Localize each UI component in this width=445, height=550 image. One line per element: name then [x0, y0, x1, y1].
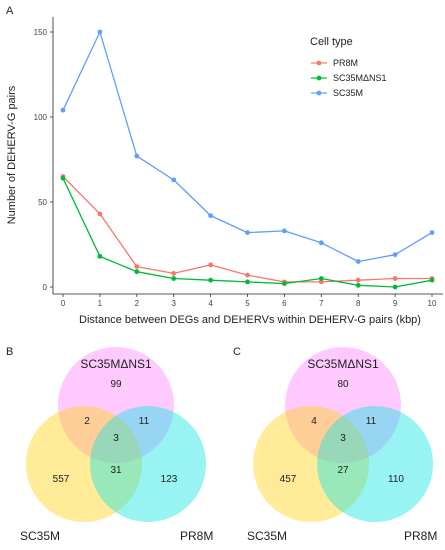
- series-line-pr8m: [62, 176, 432, 283]
- x-axis-title: Distance between DEGs and DEHERVs within…: [79, 314, 421, 326]
- panel-letter-a: A: [6, 5, 14, 17]
- x-tick-label: 2: [135, 299, 140, 308]
- venn-b-label-top: SC35MΔNS1: [80, 357, 152, 371]
- data-point-sc35mns1: [134, 269, 140, 275]
- series-pr8m: [60, 174, 435, 285]
- venn-b-top-left: 2: [84, 416, 90, 427]
- y-tick-label: 150: [34, 28, 48, 37]
- venn-c-top-left: 4: [311, 416, 317, 427]
- data-point-sc35mns1: [208, 277, 214, 283]
- data-point-sc35m: [429, 230, 435, 236]
- legend-item-pr8m: PR8M: [311, 58, 358, 68]
- venn-diagram-b: SC35MΔNS1 SC35M PR8M 99 2 11 3 557 31 12…: [20, 347, 213, 543]
- legend-point-sc35mdns1: [316, 75, 322, 81]
- data-point-sc35m: [97, 29, 103, 35]
- venn-c-label-right: PR8M: [404, 529, 437, 543]
- venn-b-circle-right: [90, 406, 206, 522]
- venn-c-all: 3: [340, 433, 346, 444]
- series-line-sc35m: [62, 31, 433, 263]
- data-point-sc35m: [282, 228, 287, 234]
- x-ticks: 0 1 2 3 4 5 6 7 8 9 10: [61, 294, 437, 308]
- chart-axes: [52, 17, 443, 295]
- venn-b-only-top: 99: [110, 379, 122, 390]
- y-tick-label: 100: [34, 113, 48, 122]
- x-tick-label: 3: [171, 299, 176, 308]
- data-point-sc35m: [318, 240, 324, 246]
- data-point-sc35m: [208, 213, 214, 219]
- y-tick-label: 0: [43, 283, 48, 292]
- data-point-sc35m: [171, 177, 177, 183]
- data-point-sc35mns1: [245, 279, 250, 285]
- venn-c-top-right: 11: [366, 416, 377, 427]
- series-layer: [60, 29, 435, 290]
- venn-diagram-c: SC35MΔNS1 SC35M PR8M 80 4 11 3 457 27 11…: [247, 347, 437, 543]
- x-tick-label: 5: [245, 299, 250, 308]
- data-point-pr8m: [97, 211, 103, 217]
- legend-point-sc35m: [316, 90, 322, 96]
- venn-b-left-right: 31: [110, 465, 122, 476]
- data-point-pr8m: [134, 264, 140, 269]
- venn-c-circle-right: [317, 406, 433, 522]
- legend-point-pr8m: [316, 60, 322, 66]
- venn-b-only-left: 557: [53, 474, 70, 485]
- series-sc35m: [60, 29, 435, 264]
- x-tick-label: 10: [428, 299, 437, 308]
- venn-b-only-right: 123: [161, 474, 178, 485]
- data-point-sc35mns1: [282, 281, 287, 286]
- venn-c-only-left: 457: [280, 474, 297, 485]
- data-point-pr8m: [318, 279, 324, 285]
- x-tick-label: 9: [393, 299, 398, 308]
- venn-c-only-top: 80: [337, 379, 349, 390]
- data-point-sc35m: [355, 259, 361, 264]
- venn-b-label-left: SC35M: [20, 529, 60, 543]
- legend-label-sc35m: SC35M: [333, 88, 363, 98]
- y-ticks: 0 50 100 150: [34, 28, 53, 292]
- data-point-sc35m: [245, 230, 250, 236]
- data-point-pr8m: [208, 262, 214, 268]
- x-tick-label: 0: [61, 299, 66, 308]
- venn-b-all: 3: [113, 433, 119, 444]
- data-point-sc35mns1: [355, 282, 361, 288]
- venn-c-left-right: 27: [337, 465, 349, 476]
- y-tick-label: 50: [38, 198, 47, 207]
- venn-c-label-left: SC35M: [247, 529, 287, 543]
- y-axis-title: Number of DEHERV-G pairs: [6, 85, 18, 224]
- x-tick-label: 1: [98, 299, 103, 308]
- data-point-pr8m: [355, 277, 361, 283]
- venn-c-label-top: SC35MΔNS1: [307, 357, 379, 371]
- data-point-pr8m: [171, 271, 177, 276]
- data-point-sc35mns1: [97, 254, 103, 259]
- data-point-sc35mns1: [392, 284, 398, 290]
- data-point-pr8m: [245, 272, 250, 278]
- legend: Cell type PR8M SC35MΔNS1 SC35M: [310, 36, 387, 98]
- venn-b-label-right: PR8M: [180, 529, 213, 543]
- venn-c-only-right: 110: [388, 474, 404, 485]
- x-tick-label: 7: [319, 299, 324, 308]
- legend-item-sc35m: SC35M: [311, 88, 363, 98]
- legend-label-pr8m: PR8M: [333, 58, 358, 68]
- data-point-sc35m: [60, 107, 66, 113]
- data-point-sc35m: [392, 252, 398, 258]
- data-point-pr8m: [392, 276, 398, 281]
- series-sc35mns1: [60, 175, 435, 290]
- panel-letter-c: C: [233, 346, 241, 358]
- venn-b-top-right: 11: [139, 416, 150, 427]
- data-point-sc35m: [134, 153, 140, 159]
- x-tick-label: 4: [208, 299, 213, 308]
- legend-title: Cell type: [310, 36, 353, 48]
- data-point-sc35mns1: [60, 175, 66, 181]
- data-point-sc35mns1: [429, 277, 435, 283]
- data-point-sc35mns1: [318, 276, 324, 281]
- x-tick-label: 6: [282, 299, 287, 308]
- legend-label-sc35mdns1: SC35MΔNS1: [333, 73, 387, 83]
- panel-letter-b: B: [6, 346, 13, 358]
- line-chart: 0 1 2 3 4 5 6 7 8 9 10 0 50 100 150 Distance between …: [6, 17, 443, 326]
- x-tick-label: 8: [356, 299, 361, 308]
- legend-item-sc35mdns1: SC35MΔNS1: [311, 73, 387, 83]
- data-point-sc35mns1: [171, 276, 177, 281]
